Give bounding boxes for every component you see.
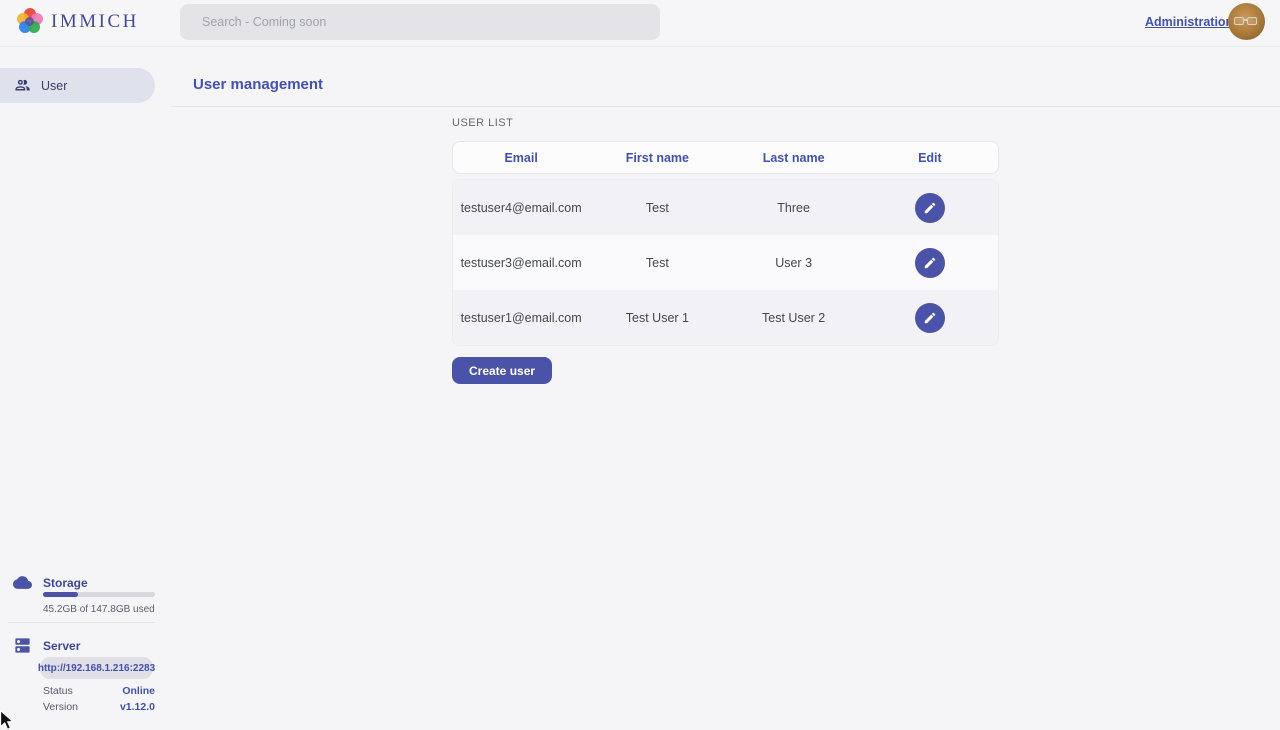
col-header-email: Email	[504, 150, 538, 165]
pencil-icon	[924, 257, 936, 268]
edit-user-button[interactable]	[914, 192, 945, 223]
brand-wordmark: IMMICH	[51, 10, 139, 32]
cell-last-name: User 3	[775, 255, 813, 270]
col-header-last-name: Last name	[762, 150, 825, 165]
user-group-icon	[15, 79, 30, 91]
search-input[interactable]	[180, 4, 660, 40]
server-icon	[15, 638, 30, 653]
cell-email: testuser1@email.com	[460, 310, 582, 325]
server-section-header: Server	[13, 636, 80, 655]
top-bar: IMMICH Administration	[0, 0, 1280, 47]
pencil-icon	[924, 202, 936, 213]
avatar-photo-detail	[1234, 17, 1259, 26]
cell-last-name: Three	[777, 200, 810, 215]
cell-first-name: Test User 1	[625, 310, 689, 325]
pencil-icon	[924, 312, 936, 323]
cell-email: testuser4@email.com	[460, 200, 582, 215]
cell-first-name: Test	[645, 200, 669, 215]
create-user-button[interactable]: Create user	[452, 357, 553, 384]
storage-usage-text: 45.2GB of 147.8GB used	[43, 604, 155, 615]
cloud-icon	[13, 576, 32, 589]
storage-progress-bar	[43, 592, 155, 597]
administration-link[interactable]: Administration	[1145, 15, 1234, 29]
status-value: Online	[122, 685, 155, 697]
col-header-first-name: First name	[625, 150, 689, 165]
sidebar-item-label: User	[41, 78, 68, 93]
cell-first-name: Test	[645, 255, 669, 270]
storage-section-header: Storage	[13, 573, 88, 592]
cell-last-name: Test User 2	[762, 310, 826, 325]
table-row: testuser4@email.com Test Three	[453, 180, 998, 235]
table-row: testuser3@email.com Test User 3	[453, 235, 998, 290]
edit-user-button[interactable]	[914, 247, 945, 278]
storage-progress-fill	[43, 592, 78, 597]
version-value: v1.12.0	[119, 701, 155, 713]
user-list-label: USER LIST	[452, 117, 514, 129]
sidebar-divider	[8, 622, 155, 623]
server-status-row: Status Online	[43, 685, 155, 697]
sidebar-item-user[interactable]: User	[0, 68, 155, 103]
version-label: Version	[43, 701, 79, 713]
user-table-body: testuser4@email.com Test Three testuser3…	[452, 179, 999, 346]
col-header-edit: Edit	[918, 150, 942, 165]
user-table-header: Email First name Last name Edit	[452, 141, 999, 174]
mouse-cursor	[0, 709, 14, 730]
storage-title: Storage	[43, 575, 88, 590]
app-logo[interactable]: IMMICH	[16, 8, 139, 35]
server-version-row: Version v1.12.0	[43, 701, 155, 713]
user-avatar[interactable]	[1228, 3, 1265, 40]
immich-flower-icon	[16, 8, 43, 35]
server-url-badge: http://192.168.1.216:2283	[38, 657, 155, 679]
table-row: testuser1@email.com Test User 1 Test Use…	[453, 290, 998, 345]
title-divider	[171, 106, 1280, 107]
page-title: User management	[193, 76, 324, 93]
edit-user-button[interactable]	[914, 302, 945, 333]
server-title: Server	[43, 638, 81, 653]
status-label: Status	[43, 685, 73, 697]
cell-email: testuser3@email.com	[460, 255, 582, 270]
